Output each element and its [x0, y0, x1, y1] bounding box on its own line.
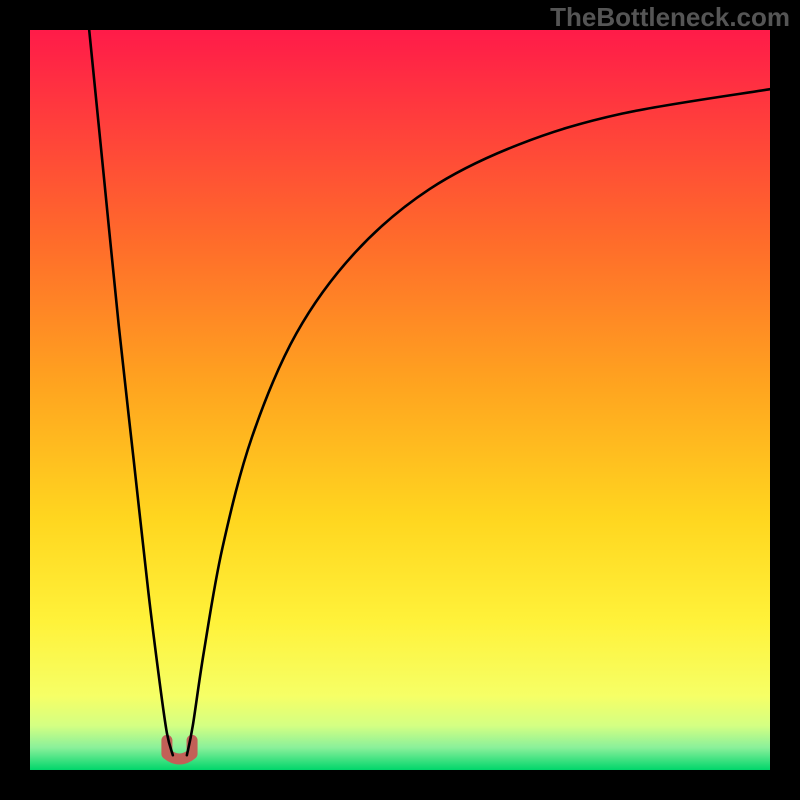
- plot-gradient-background: [30, 30, 770, 770]
- chart-stage: TheBottleneck.com: [0, 0, 800, 800]
- watermark-text: TheBottleneck.com: [550, 2, 790, 33]
